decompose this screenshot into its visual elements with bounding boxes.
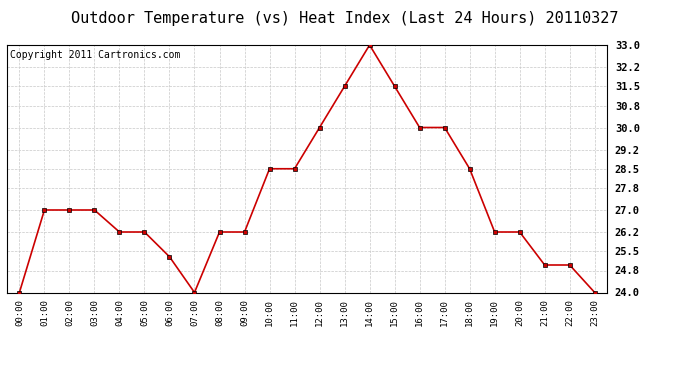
Text: Copyright 2011 Cartronics.com: Copyright 2011 Cartronics.com bbox=[10, 50, 180, 60]
Text: Outdoor Temperature (vs) Heat Index (Last 24 Hours) 20110327: Outdoor Temperature (vs) Heat Index (Las… bbox=[71, 11, 619, 26]
